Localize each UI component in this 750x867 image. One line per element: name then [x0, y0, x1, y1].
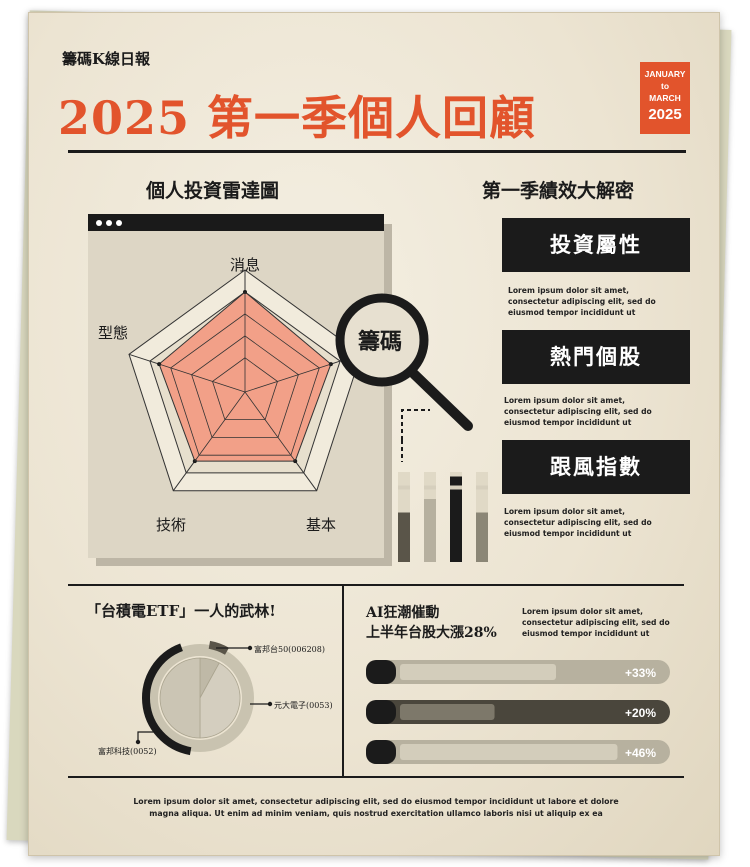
box-label-investment-type: 投資屬性 [502, 218, 690, 272]
growth-bar-fill [400, 744, 618, 760]
radar-points [157, 289, 333, 464]
box-label-follow-index: 跟風指數 [502, 440, 690, 494]
radar-axis-label: 消息 [230, 256, 261, 274]
date-to: to [660, 81, 670, 91]
page-title: 2025 第一季個人回顧 [58, 91, 537, 145]
window-dot-icon [96, 220, 102, 226]
growth-bar-cap [366, 700, 396, 724]
ai-heading-line1: AI狂潮催動 [366, 605, 440, 621]
radar-axis-label: 基本 [306, 516, 337, 534]
section-divider [342, 584, 344, 776]
pie-ring-arcs [142, 640, 229, 756]
mini-bar [398, 512, 410, 562]
radar-spoke-inner [194, 391, 246, 462]
section-rule [68, 584, 684, 586]
etf-pie-chart [135, 640, 273, 756]
magnifier-text: 籌碼 [358, 329, 403, 355]
box-text-investment-type: Lorem ipsum dolor sit amet, consectetur … [508, 286, 656, 317]
radar-heading: 個人投資雷達圖 [146, 180, 280, 202]
mini-bar [424, 499, 436, 562]
pie-label: 富邦台50(006208) [254, 645, 325, 654]
footer-rule [68, 776, 684, 778]
window-dot-icon [116, 220, 122, 226]
growth-bar-label: +46% [625, 746, 656, 760]
header-rule [68, 150, 686, 153]
radar-axis-label: 型態 [98, 324, 129, 342]
growth-bar-label: +33% [625, 666, 656, 680]
dashed-pointer [401, 409, 430, 440]
pie-slice [199, 662, 241, 739]
radar-ring-inner [212, 357, 278, 421]
magnifier-bars-graphic [335, 293, 488, 562]
radar-window-titlebar [88, 214, 384, 231]
magnifier-icon [335, 293, 429, 387]
performance-heading: 第一季績效大解密 [482, 180, 635, 202]
mini-bar-tick [476, 485, 488, 490]
growth-bar-chart: +33% +20% +46% [366, 660, 670, 764]
pie-outer-ring [146, 644, 254, 752]
mini-bar-tick [398, 485, 410, 490]
pie-label: 富邦科技(0052) [98, 747, 157, 756]
ai-heading-line2: 上半年台股大漲28% [366, 625, 497, 641]
radar-spoke-inner [244, 391, 296, 462]
mini-bar-chart [398, 472, 488, 562]
growth-bar-fill [400, 704, 495, 720]
radar-spoke-inner [159, 363, 246, 393]
date-start: JANUARY [644, 69, 686, 79]
pie-slices [159, 657, 241, 739]
kicker-title: 籌碼K線日報 [62, 50, 151, 68]
radar-axis-label: 技術 [156, 516, 187, 534]
mini-bar-tick [450, 485, 462, 490]
mini-bar [450, 476, 462, 562]
date-badge: JANUARY to MARCH 2025 [640, 62, 690, 134]
growth-bar-fill [400, 664, 556, 680]
growth-bar-cap [366, 660, 396, 684]
box-text-hot-stocks: Lorem ipsum dolor sit amet, consectetur … [504, 396, 652, 427]
pie-ring-arc [208, 640, 229, 655]
window-dot-icon [106, 220, 112, 226]
mini-bar-tick [424, 485, 436, 490]
growth-bar-label: +20% [625, 706, 656, 720]
radar-ring-inner [170, 313, 320, 456]
mini-bar [476, 512, 488, 562]
magnifier-handle [409, 369, 473, 431]
growth-bar-cap [366, 740, 396, 764]
date-end: MARCH [649, 93, 681, 103]
growth-bars: +33% +20% +46% [366, 660, 670, 764]
box-label-hot-stocks: 熱門個股 [502, 330, 690, 384]
date-year: 2025 [648, 106, 682, 123]
ai-text: Lorem ipsum dolor sit amet, consectetur … [522, 607, 670, 638]
pie-slice [159, 657, 201, 739]
radar-spoke-inner [244, 363, 331, 393]
pie-ring-arc [142, 643, 192, 756]
footer-text: Lorem ipsum dolor sit amet, consectetur … [133, 797, 619, 818]
pie-label: 元大電子(0053) [274, 701, 333, 710]
radar-ring-inner [191, 335, 299, 438]
etf-heading: 「台積電ETF」一人的武林! [86, 602, 276, 620]
box-text-follow-index: Lorem ipsum dolor sit amet, consectetur … [504, 507, 652, 538]
